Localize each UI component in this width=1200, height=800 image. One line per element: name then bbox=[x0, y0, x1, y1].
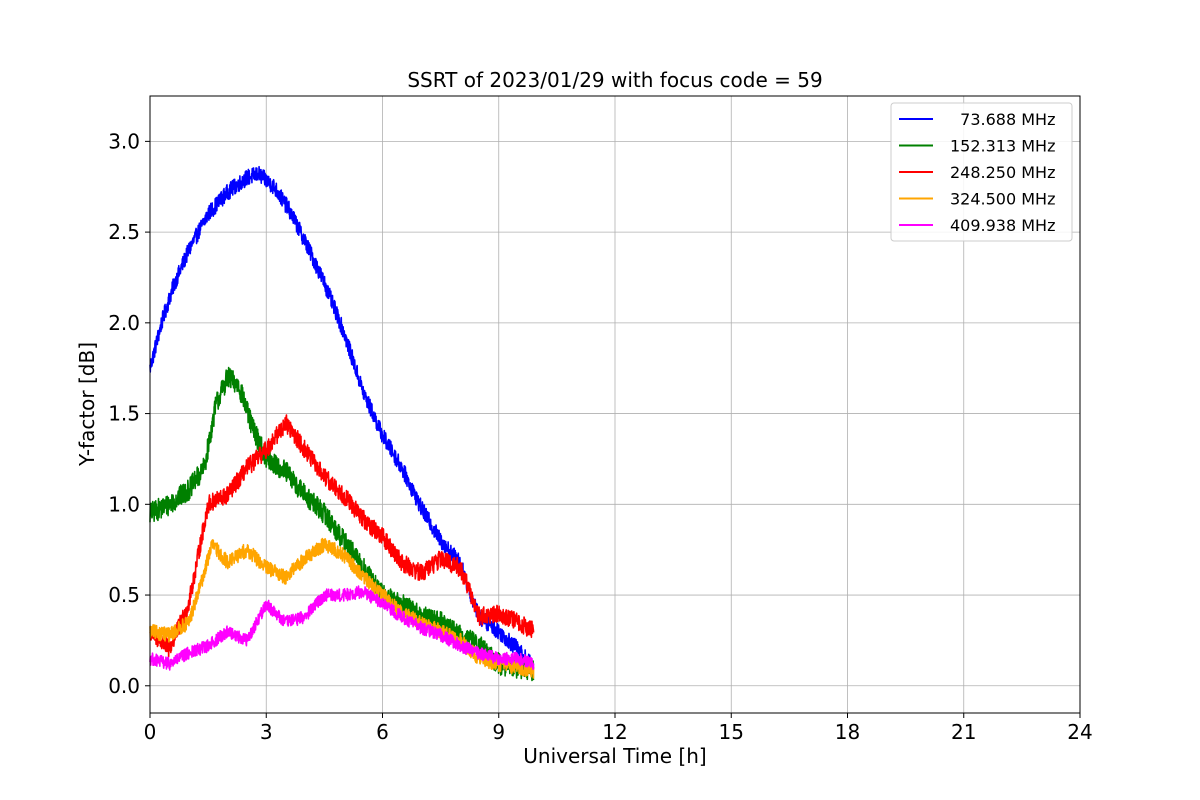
series-line bbox=[149, 366, 535, 682]
x-tick-label: 9 bbox=[492, 720, 505, 744]
x-tick-label: 3 bbox=[260, 720, 273, 744]
y-tick-label: 1.0 bbox=[108, 492, 140, 516]
chart-title: SSRT of 2023/01/29 with focus code = 59 bbox=[407, 68, 822, 92]
legend-label: 73.688 MHz bbox=[950, 110, 1055, 129]
legend-label: 324.500 MHz bbox=[950, 190, 1055, 209]
y-tick-label: 0.5 bbox=[108, 583, 140, 607]
series-line bbox=[149, 585, 535, 671]
legend-label: 248.250 MHz bbox=[950, 163, 1055, 182]
x-axis-label: Universal Time [h] bbox=[523, 744, 706, 768]
x-tick-label: 0 bbox=[144, 720, 157, 744]
y-tick-label: 2.0 bbox=[108, 311, 140, 335]
legend-label: 152.313 MHz bbox=[950, 137, 1055, 156]
x-tick-label: 21 bbox=[951, 720, 976, 744]
y-tick-label: 3.0 bbox=[108, 129, 140, 153]
x-tick-label: 6 bbox=[376, 720, 389, 744]
x-tick-label: 18 bbox=[835, 720, 860, 744]
axis-ticks: 0 3 6 9 12 15 18 21 24 0.0 0.5 1.0 1.5 2.0 2.5 3.0 bbox=[108, 129, 1093, 744]
x-tick-label: 12 bbox=[602, 720, 627, 744]
x-tick-label: 15 bbox=[719, 720, 744, 744]
legend: 73.688 MHz 152.313 MHz 248.250 MHz 324.500 … bbox=[890, 102, 1073, 242]
y-axis-label: Y-factor [dB] bbox=[75, 342, 99, 467]
series-line bbox=[149, 414, 535, 658]
legend-label: 409.938 MHz bbox=[950, 216, 1055, 235]
series-line bbox=[149, 537, 535, 679]
legend-box bbox=[890, 102, 1073, 242]
series-lines bbox=[149, 165, 535, 682]
y-tick-label: 0.0 bbox=[108, 674, 140, 698]
x-tick-label: 24 bbox=[1067, 720, 1092, 744]
y-tick-label: 2.5 bbox=[108, 220, 140, 244]
y-tick-label: 1.5 bbox=[108, 402, 140, 426]
